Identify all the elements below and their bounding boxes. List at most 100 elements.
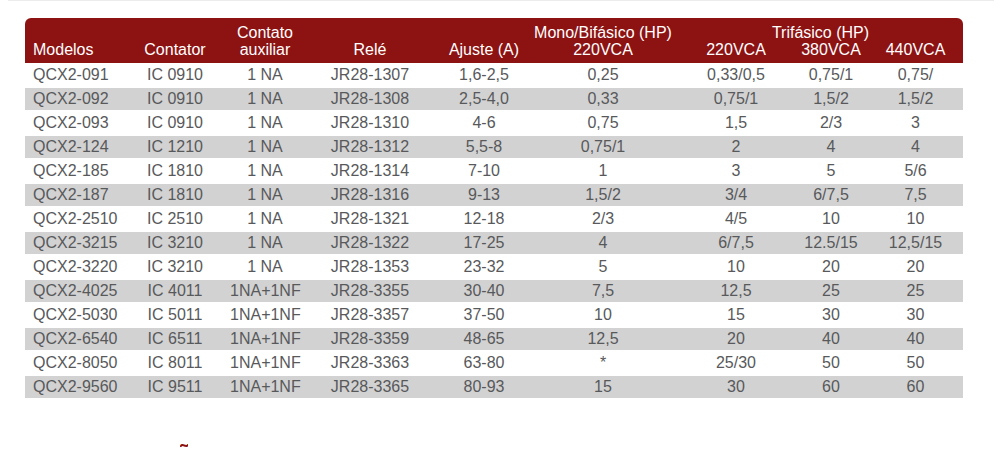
- table-cell: IC 3210: [120, 232, 230, 254]
- table-cell: 1,5: [678, 112, 794, 134]
- table-cell: 0,33: [528, 88, 678, 110]
- table-cell: 7,5: [528, 280, 678, 302]
- table-header: Modelos Contator Contato auxiliar Relé A…: [25, 18, 963, 63]
- table-cell: IC 1810: [120, 160, 230, 182]
- table-cell: 30: [794, 304, 868, 326]
- col-header-label: Modelos: [33, 41, 93, 58]
- table-cell: JR28-1310: [300, 112, 440, 134]
- table-row: QCX2-8050IC 80111NA+1NFJR28-336363-80*25…: [25, 351, 963, 375]
- table-cell: QCX2-9560: [25, 376, 120, 398]
- table-cell: JR28-1312: [300, 136, 440, 158]
- table-cell: QCX2-6540: [25, 328, 120, 350]
- table-cell: QCX2-091: [25, 64, 120, 86]
- table-cell: IC 0910: [120, 112, 230, 134]
- table-cell: IC 2510: [120, 208, 230, 230]
- table-cell: 1 NA: [230, 136, 300, 158]
- table-cell: 80-93: [440, 376, 528, 398]
- table-cell: 40: [868, 328, 963, 350]
- table-row: QCX2-4025IC 40111NA+1NFJR28-335530-407,5…: [25, 279, 963, 303]
- table-cell: QCX2-3220: [25, 256, 120, 278]
- table-cell: 12.5/15: [794, 232, 868, 254]
- table-row: QCX2-3215IC 32101 NAJR28-132217-2546/7,5…: [25, 231, 963, 255]
- table-cell: 1,5/2: [868, 88, 963, 110]
- table-cell: IC 6511: [120, 328, 230, 350]
- table-row: QCX2-185IC 18101 NAJR28-13147-101355/6: [25, 159, 963, 183]
- table-row: QCX2-3220IC 32101 NAJR28-135323-32510202…: [25, 255, 963, 279]
- table-cell: 15: [528, 376, 678, 398]
- table-cell: 1 NA: [230, 88, 300, 110]
- table-cell: 10: [794, 208, 868, 230]
- table-cell: 1 NA: [230, 256, 300, 278]
- table-cell: 12,5: [678, 280, 794, 302]
- table-cell: IC 1810: [120, 184, 230, 206]
- table-cell: 60: [794, 376, 868, 398]
- table-row: QCX2-092IC 09101 NAJR28-13082,5-4,00,330…: [25, 87, 963, 111]
- col-header-label: 220VCA: [573, 41, 633, 58]
- table-row: QCX2-093IC 09101 NAJR28-13104-60,751,52/…: [25, 111, 963, 135]
- table-cell: QCX2-2510: [25, 208, 120, 230]
- group-header-mono-bifasico: Mono/Bifásico (HP): [534, 24, 672, 41]
- col-header-mono-bifasico-220vca: Mono/Bifásico (HP) 220VCA: [528, 18, 678, 63]
- table-cell: 10: [528, 304, 678, 326]
- table-cell: *: [528, 352, 678, 374]
- table-cell: 4-6: [440, 112, 528, 134]
- table-cell: 1 NA: [230, 64, 300, 86]
- table-cell: IC 0910: [120, 64, 230, 86]
- table-cell: 5/6: [868, 160, 963, 182]
- table-cell: 1,5/2: [794, 88, 868, 110]
- table-cell: 5: [794, 160, 868, 182]
- table-cell: JR28-1353: [300, 256, 440, 278]
- group-header-trifasico: Trifásico (HP): [678, 24, 963, 41]
- table-cell: 1 NA: [230, 184, 300, 206]
- table-cell: 7,5: [868, 184, 963, 206]
- table-cell: QCX2-093: [25, 112, 120, 134]
- col-header-label: Ajuste (A): [449, 41, 519, 58]
- table-cell: 15: [678, 304, 794, 326]
- table-cell: IC 1210: [120, 136, 230, 158]
- table-cell: 10: [868, 208, 963, 230]
- table-cell: 3: [678, 160, 794, 182]
- table-cell: JR28-3359: [300, 328, 440, 350]
- col-header-tri-220vca: 220VCA: [678, 41, 794, 58]
- table-row: QCX2-9560IC 95111NA+1NFJR28-336580-93153…: [25, 375, 963, 399]
- table-cell: 1,5/2: [528, 184, 678, 206]
- cutoff-heading-tilde: ˜: [180, 436, 188, 457]
- page-top-border: [8, 0, 994, 1]
- table-cell: IC 0910: [120, 88, 230, 110]
- table-cell: 0,75/1: [528, 136, 678, 158]
- table-cell: 63-80: [440, 352, 528, 374]
- table-cell: 60: [868, 376, 963, 398]
- table-cell: 20: [794, 256, 868, 278]
- table-cell: QCX2-187: [25, 184, 120, 206]
- table-cell: 30: [868, 304, 963, 326]
- table-cell: 2/3: [528, 208, 678, 230]
- table-cell: IC 5011: [120, 304, 230, 326]
- col-header-tri-440vca: 440VCA: [868, 41, 963, 58]
- table-row: QCX2-2510IC 25101 NAJR28-132112-182/34/5…: [25, 207, 963, 231]
- table-cell: 20: [868, 256, 963, 278]
- table-cell: 4: [794, 136, 868, 158]
- table-cell: 1 NA: [230, 112, 300, 134]
- table-cell: 1 NA: [230, 208, 300, 230]
- table-cell: 1: [528, 160, 678, 182]
- table-cell: JR28-3357: [300, 304, 440, 326]
- table-cell: 1NA+1NF: [230, 280, 300, 302]
- col-header-rele: Relé: [300, 18, 440, 63]
- table-cell: QCX2-092: [25, 88, 120, 110]
- table-cell: 9-13: [440, 184, 528, 206]
- col-header-label: Relé: [354, 41, 387, 58]
- table-cell: 1NA+1NF: [230, 328, 300, 350]
- table-cell: 30: [678, 376, 794, 398]
- table-cell: 25: [794, 280, 868, 302]
- table-cell: 0,75/1: [678, 88, 794, 110]
- table-cell: 20: [678, 328, 794, 350]
- table-cell: 50: [868, 352, 963, 374]
- table-cell: 30-40: [440, 280, 528, 302]
- table-cell: IC 3210: [120, 256, 230, 278]
- table-cell: 12,5/15: [868, 232, 963, 254]
- col-header-ajuste: Ajuste (A): [440, 18, 528, 63]
- table-cell: 1 NA: [230, 232, 300, 254]
- table-cell: 1NA+1NF: [230, 352, 300, 374]
- table-cell: 4/5: [678, 208, 794, 230]
- table-row: QCX2-5030IC 50111NA+1NFJR28-335737-50101…: [25, 303, 963, 327]
